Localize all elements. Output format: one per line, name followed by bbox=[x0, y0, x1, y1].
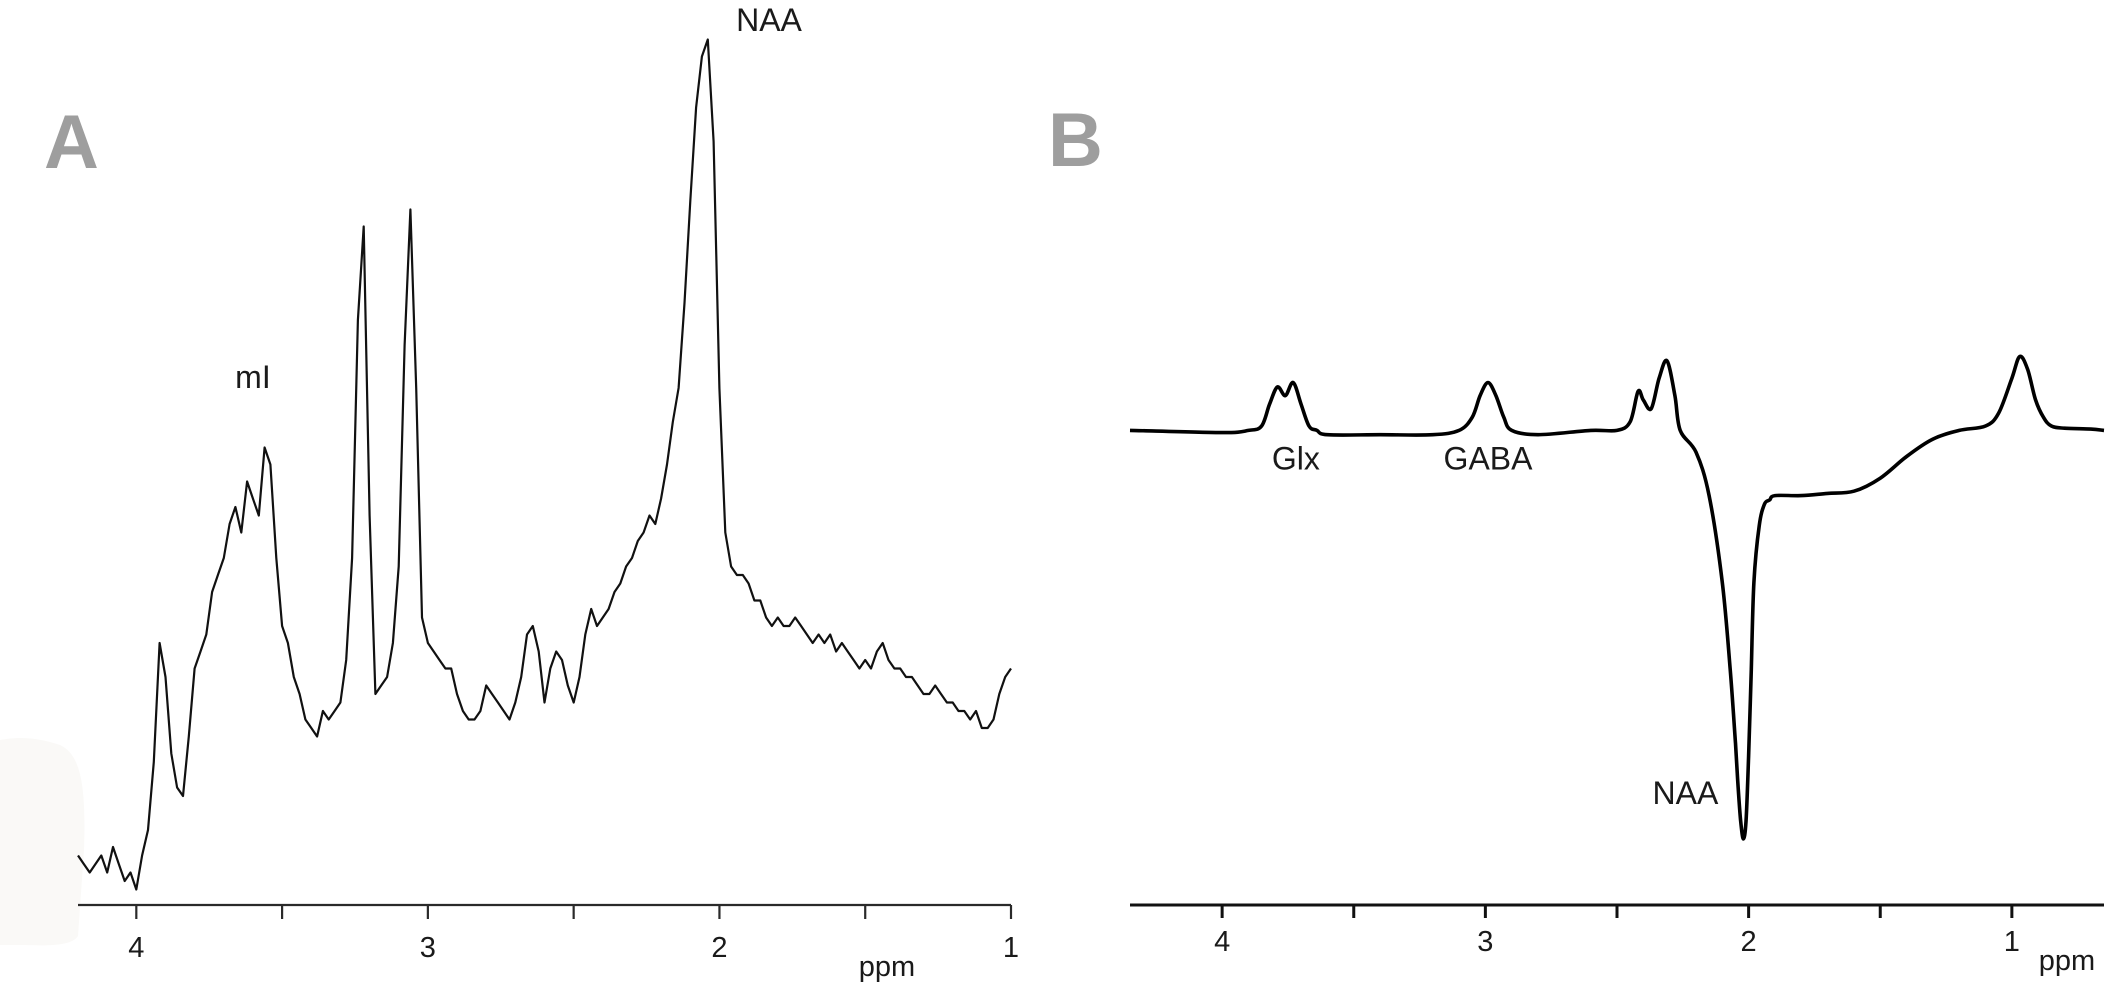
x-tick-label-a-3: 1 bbox=[1003, 932, 1019, 964]
scan-artifact bbox=[0, 737, 85, 946]
spectrum-line-b bbox=[1129, 354, 2105, 841]
peak-label-a-naa: NAA bbox=[736, 2, 802, 38]
peak-labels-b: Glx GABA NAA bbox=[1272, 441, 1719, 812]
x-tick-label-b-3: 1 bbox=[2004, 926, 2020, 958]
peak-label-b-naa: NAA bbox=[1653, 775, 1719, 811]
panel-letter-a: A bbox=[44, 100, 99, 185]
x-tick-label-b-2: 2 bbox=[1741, 926, 1757, 958]
x-axis-label-a: ppm bbox=[859, 951, 915, 983]
x-tick-label-b-1: 3 bbox=[1477, 926, 1493, 958]
peak-label-b-gaba: GABA bbox=[1444, 441, 1534, 477]
x-ticks-b bbox=[1220, 905, 2014, 918]
peak-labels-a: mI NAA bbox=[235, 2, 802, 395]
x-tick-label-a-0: 4 bbox=[128, 932, 144, 964]
spectrum-panel-b: B 4 3 2 1 ppm Glx GABA NAA bbox=[1048, 98, 2105, 977]
x-tick-labels-a: 4 3 2 1 bbox=[128, 932, 1019, 964]
x-ticks-a bbox=[135, 905, 1013, 919]
x-tick-labels-b: 4 3 2 1 bbox=[1214, 926, 2020, 958]
peak-label-a-mi: mI bbox=[235, 359, 271, 395]
panel-letter-b: B bbox=[1048, 98, 1103, 183]
x-tick-label-a-2: 2 bbox=[711, 932, 727, 964]
x-axis-label-b: ppm bbox=[2039, 945, 2095, 977]
peak-label-b-glx: Glx bbox=[1272, 441, 1320, 477]
spectrum-panel-a: A 4 3 2 1 ppm mI NAA bbox=[44, 2, 1019, 983]
spectrum-line-a bbox=[77, 38, 1012, 891]
x-tick-label-b-0: 4 bbox=[1214, 926, 1230, 958]
x-tick-label-a-1: 3 bbox=[420, 932, 436, 964]
